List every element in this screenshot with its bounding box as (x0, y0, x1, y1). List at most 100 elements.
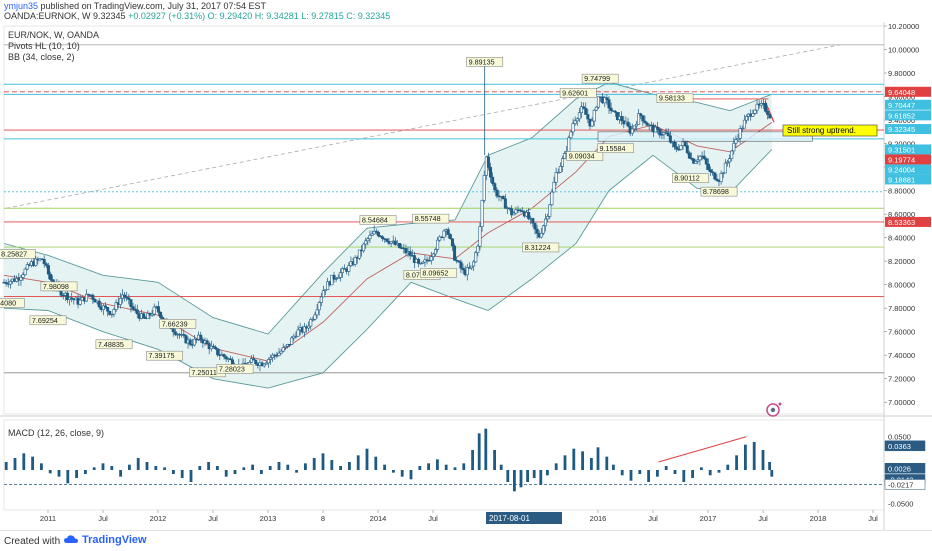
x-tick-label-1: Jul (98, 514, 108, 523)
x-tick-label-10: 2017 (700, 514, 717, 523)
candle-body-86 (184, 335, 188, 344)
candle-body-349 (740, 127, 744, 130)
candle-body-90 (192, 338, 196, 346)
candle-body-151 (321, 290, 325, 298)
candle-body-107 (228, 358, 232, 361)
macd-bar-16 (145, 462, 149, 470)
y-tick-label-1: 10.00000 (888, 46, 919, 55)
pivot-label-0: 8.25827 (1, 249, 27, 258)
candle-body-157 (334, 278, 338, 280)
macd-bar-45 (400, 470, 404, 477)
y-tick-label-9: 8.40000 (888, 234, 915, 243)
candle-body-239 (508, 207, 512, 210)
publish-info: published on TradingView.com, July 31, 2… (40, 1, 267, 11)
macd-bar-85 (726, 464, 730, 470)
pivot-label-7: 7.25011 (191, 368, 216, 377)
candle-body-50 (108, 310, 112, 315)
candle-body-197 (419, 262, 423, 265)
macd-bar-51 (453, 467, 457, 470)
candle-body-168 (357, 249, 361, 259)
candle-body-362 (768, 114, 772, 119)
candle-body-73 (156, 306, 160, 313)
time-axis[interactable]: 2011 Jul 2012 Jul 2013 8 2014 Jul 2016 Jul 2017 Jul… (40, 510, 878, 523)
current-price: 9.32345 (93, 11, 126, 21)
candle-body-176 (374, 230, 378, 233)
candle-body-314 (666, 132, 670, 137)
macd-bar-24 (216, 466, 219, 470)
candles (2, 62, 772, 374)
price-tag-0 (885, 86, 931, 97)
macd-bar-76 (647, 470, 650, 482)
macd-bar-10 (92, 467, 96, 470)
candle-body-104 (222, 354, 226, 357)
cursor-date-box (486, 512, 562, 524)
macd-bar-59 (513, 470, 516, 492)
candle-body-271 (575, 118, 579, 122)
price-tag-label-4: 9.31501 (888, 145, 915, 154)
annotation-box (782, 124, 878, 137)
pivot-box-18 (597, 143, 634, 154)
price-tag-label-3: 9.32345 (888, 125, 915, 134)
x-tick-label-5: 8 (321, 514, 325, 523)
macd-bar-75 (638, 470, 642, 474)
price-tag-label-8: 8.53363 (888, 218, 915, 227)
macd-tick-label-0: 0.0500 (888, 433, 911, 442)
macd-legend: MACD (12, 26, close, 9) (8, 428, 104, 438)
macd-bar-79 (673, 470, 677, 474)
macd-bar-14 (128, 464, 131, 470)
pivot-label-17: 9.09034 (569, 151, 595, 160)
macd-bar-43 (383, 464, 386, 470)
macd-bar-82 (700, 467, 703, 470)
macd-bar-63 (539, 470, 543, 485)
candle-body-22 (49, 273, 53, 280)
candle-body-236 (501, 195, 505, 200)
price-tag-2 (885, 110, 931, 121)
candle-body-177 (376, 232, 380, 237)
y-tick-label-8: 8.60000 (888, 210, 915, 219)
candle-body-126 (269, 357, 273, 360)
candle-body-133 (283, 345, 287, 348)
price-tag-label-0: 9.64048 (888, 88, 915, 97)
candle-body-224 (476, 245, 480, 253)
candle-body-203 (431, 253, 435, 257)
candle-body-212 (450, 238, 454, 247)
candle-body-251 (533, 222, 537, 230)
candle-body-318 (675, 146, 679, 150)
candle-body-166 (353, 256, 357, 265)
pivot-box-1 (40, 281, 78, 292)
macd-tag-4 (884, 479, 926, 490)
candle-body-57 (123, 294, 127, 298)
publisher-username[interactable]: ymjun35 (4, 1, 39, 11)
x-tick-label-7: Jul (428, 514, 438, 523)
candle-body-81 (173, 331, 177, 335)
candle-body-132 (281, 347, 285, 352)
candle-body-354 (751, 113, 755, 117)
macd-bar-56 (493, 450, 496, 470)
replay-icon[interactable] (766, 402, 782, 417)
x-tick-label-13: Jul (868, 514, 878, 523)
tradingview-brand[interactable]: TradingView (82, 534, 147, 546)
pivot-box-8 (216, 364, 254, 374)
candle-body-351 (744, 116, 748, 121)
candle-body-139 (296, 329, 300, 337)
candle-body-355 (753, 109, 757, 114)
y-tick-label-12: 7.80000 (888, 304, 915, 313)
symbol-name: OANDA:EURNOK, W (4, 11, 91, 21)
candle-body-155 (330, 274, 334, 286)
y-tick-label-7: 8.80000 (888, 187, 915, 196)
legend-bb: BB (34, close, 2) (8, 52, 75, 62)
candle-body-149 (317, 302, 321, 311)
candle-body-299 (634, 123, 638, 127)
candle-body-232 (493, 183, 497, 191)
candle-body-138 (294, 335, 298, 338)
macd-bar-54 (477, 433, 481, 470)
candle-body-48 (104, 305, 108, 308)
pivot-box-4 (95, 339, 133, 350)
candle-body-170 (362, 243, 366, 252)
price-axis[interactable]: 10.20000 10.00000 9.80000 9.60000 9.40000 9.2… (884, 22, 931, 407)
candle-body-254 (539, 232, 543, 238)
macd-bar-47 (418, 466, 422, 470)
candle-body-205 (436, 239, 440, 250)
